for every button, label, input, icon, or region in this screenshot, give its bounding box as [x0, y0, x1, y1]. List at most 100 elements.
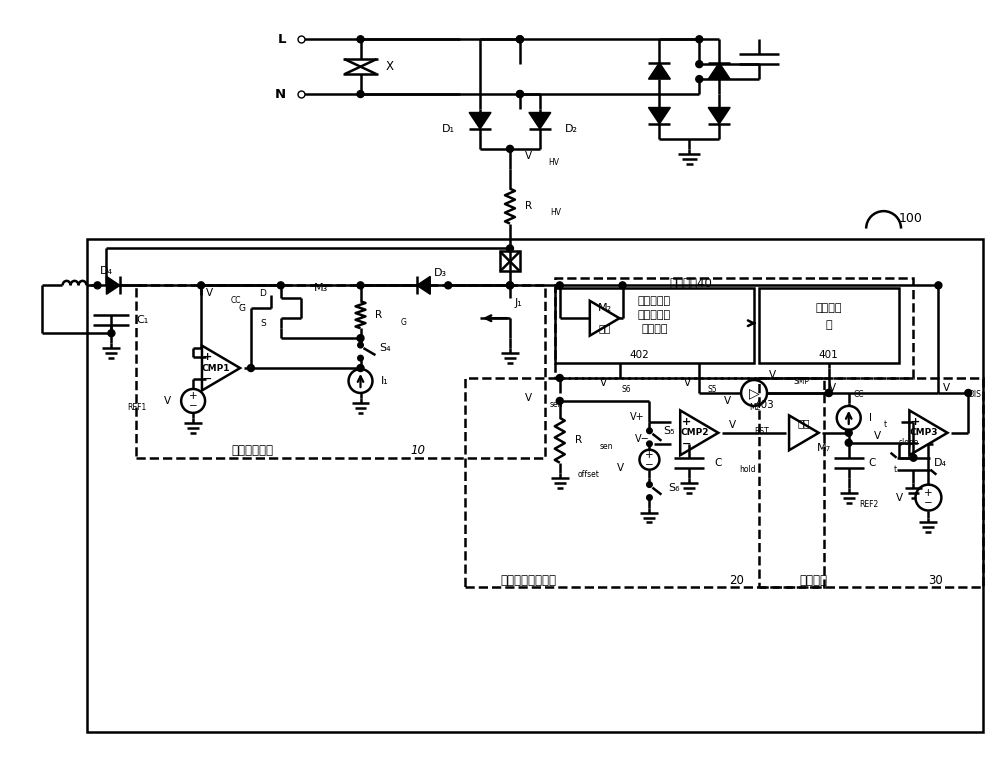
Text: G: G — [400, 317, 406, 327]
Circle shape — [198, 282, 205, 289]
Circle shape — [506, 282, 513, 289]
Text: M2: M2 — [749, 404, 760, 413]
Text: D₃: D₃ — [434, 269, 447, 278]
Text: 电压采样及: 电压采样及 — [638, 296, 671, 306]
Text: −: − — [189, 401, 197, 411]
Text: V: V — [769, 370, 776, 380]
Text: V: V — [525, 393, 532, 403]
Text: S₄: S₄ — [380, 343, 391, 353]
Text: 逻辑电路40: 逻辑电路40 — [669, 277, 712, 290]
Text: −: − — [924, 497, 933, 507]
Text: S5: S5 — [707, 385, 717, 394]
Text: R: R — [375, 311, 383, 320]
Text: CMP2: CMP2 — [680, 428, 709, 437]
Circle shape — [357, 91, 364, 98]
Bar — [759, 288, 899, 363]
Polygon shape — [106, 276, 120, 295]
Text: 计时电路: 计时电路 — [799, 574, 827, 587]
Text: V: V — [684, 378, 691, 388]
Text: 20: 20 — [729, 574, 744, 587]
Text: −: − — [682, 439, 691, 449]
Text: C₁: C₁ — [136, 315, 149, 325]
Text: CC: CC — [231, 296, 241, 304]
Text: hold: hold — [739, 465, 756, 474]
Text: +: + — [911, 417, 920, 427]
Text: +: + — [682, 417, 691, 427]
Text: S₅: S₅ — [664, 426, 675, 436]
Text: V: V — [206, 288, 213, 298]
Circle shape — [247, 365, 254, 372]
Text: +: + — [189, 391, 197, 401]
Text: X: X — [385, 60, 393, 73]
Circle shape — [647, 441, 652, 446]
Text: R: R — [575, 435, 582, 445]
Text: −: − — [203, 375, 213, 385]
Text: V: V — [896, 493, 904, 503]
Text: S: S — [260, 319, 266, 328]
Text: I₁: I₁ — [380, 376, 388, 386]
Circle shape — [825, 389, 832, 397]
Circle shape — [357, 335, 364, 342]
Bar — [465, 378, 824, 588]
Text: V: V — [729, 420, 736, 430]
Bar — [555, 288, 754, 363]
Circle shape — [358, 343, 363, 348]
Polygon shape — [648, 63, 670, 79]
Text: slope: slope — [899, 438, 919, 447]
Text: 输入电压检测电路: 输入电压检测电路 — [500, 574, 556, 587]
Text: t: t — [894, 465, 897, 474]
Text: 器: 器 — [825, 320, 832, 330]
Text: CMP3: CMP3 — [909, 428, 938, 437]
Text: V: V — [617, 462, 625, 473]
Bar — [87, 239, 983, 732]
Circle shape — [506, 282, 513, 289]
Circle shape — [516, 36, 523, 43]
Text: REF2: REF2 — [859, 500, 879, 509]
Text: sen: sen — [550, 401, 563, 410]
Text: DIS: DIS — [968, 391, 981, 400]
Text: 驱动: 驱动 — [798, 418, 810, 428]
Circle shape — [556, 375, 563, 382]
Circle shape — [277, 282, 284, 289]
Circle shape — [108, 330, 115, 336]
Text: N: N — [275, 88, 286, 101]
Text: D₄: D₄ — [100, 266, 113, 276]
Circle shape — [556, 398, 563, 404]
Circle shape — [696, 36, 703, 43]
Bar — [555, 278, 913, 378]
Text: CC: CC — [854, 391, 864, 400]
Text: HV: HV — [548, 158, 559, 167]
Text: R: R — [525, 201, 532, 211]
Circle shape — [825, 389, 832, 397]
Circle shape — [358, 356, 363, 361]
Circle shape — [935, 282, 942, 289]
Text: RST: RST — [754, 427, 769, 436]
Circle shape — [619, 282, 626, 289]
Circle shape — [445, 282, 452, 289]
Text: 100: 100 — [899, 212, 922, 225]
Circle shape — [845, 439, 852, 446]
Text: CMP1: CMP1 — [202, 363, 230, 372]
Circle shape — [647, 428, 652, 433]
Circle shape — [647, 494, 652, 501]
Text: D: D — [259, 289, 266, 298]
Text: t: t — [884, 420, 887, 430]
Text: REF1: REF1 — [127, 404, 146, 413]
Text: −: − — [911, 439, 920, 449]
Text: 403: 403 — [754, 400, 774, 410]
Circle shape — [696, 61, 703, 68]
Bar — [500, 252, 520, 272]
Circle shape — [108, 282, 115, 289]
Text: 脉冲发生: 脉冲发生 — [816, 303, 842, 314]
Text: 保持驱动信: 保持驱动信 — [638, 311, 671, 320]
Text: J₁: J₁ — [515, 298, 523, 308]
Polygon shape — [417, 276, 430, 295]
Polygon shape — [648, 108, 670, 124]
Text: 高压启动电路: 高压启动电路 — [231, 444, 273, 457]
Text: C: C — [869, 458, 876, 468]
Text: 驱动: 驱动 — [598, 324, 611, 333]
Text: G̅: G̅ — [239, 304, 246, 313]
Text: +: + — [924, 488, 933, 497]
Text: offset: offset — [578, 470, 600, 479]
Text: D₂: D₂ — [565, 124, 578, 134]
